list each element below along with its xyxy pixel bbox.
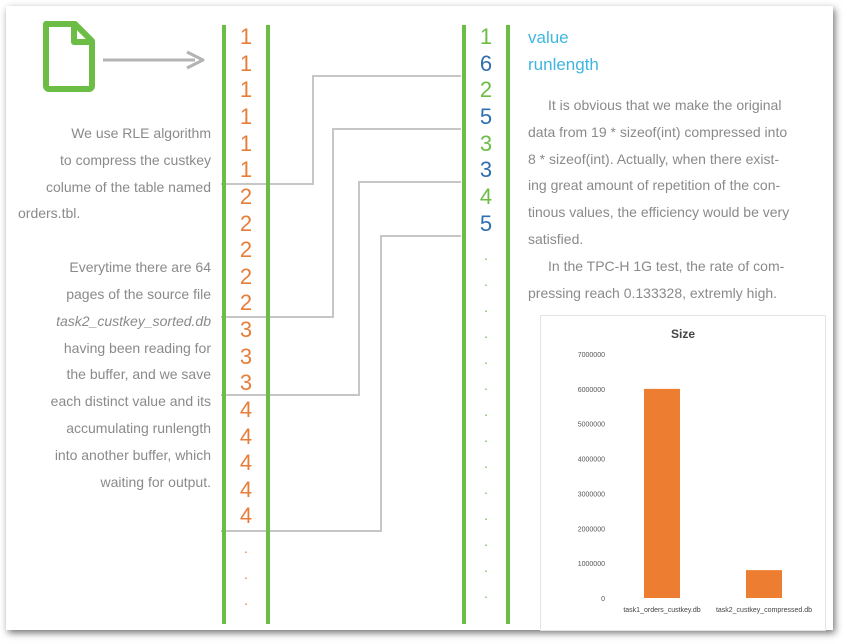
encoded-runlength: 3	[479, 157, 493, 182]
continuation-dot: .	[484, 533, 488, 549]
source-column-left-border	[222, 25, 226, 624]
chart-title: Size	[671, 327, 695, 341]
source-value: 2	[239, 184, 253, 209]
left-line: into another buffer, which	[54, 446, 211, 463]
x-category-label: task1_orders_custkey.db	[623, 607, 700, 614]
source-value: 4	[239, 477, 253, 502]
legend-runlength: runlength	[528, 55, 599, 74]
legend-value: value	[528, 28, 569, 47]
y-tick-label: 4000000	[578, 457, 605, 464]
bar	[746, 570, 782, 598]
y-tick-label: 1000000	[578, 561, 605, 568]
continuation-dot: .	[484, 507, 488, 523]
continuation-dot: .	[244, 566, 248, 582]
right-line: data from 19 * sizeof(int) compressed in…	[528, 123, 788, 140]
continuation-dot: .	[484, 455, 488, 471]
encoded-column-left-border	[462, 25, 466, 624]
source-value: 4	[239, 397, 253, 422]
source-value: 1	[239, 51, 253, 76]
continuation-dot: .	[484, 429, 488, 445]
continuation-dot: .	[484, 377, 488, 393]
right-line: In the TPC-H 1G test, the rate of com-	[548, 257, 785, 274]
continuation-dot: .	[484, 351, 488, 367]
source-value: 1	[239, 104, 253, 129]
source-value: 4	[239, 424, 253, 449]
source-value: 3	[239, 370, 253, 395]
continuation-dot: .	[484, 481, 488, 497]
continuation-dot: .	[484, 325, 488, 341]
left-line: Everytime there are 64	[69, 259, 211, 276]
right-line: satisfied.	[528, 230, 584, 247]
connector-lines	[221, 75, 461, 532]
encoded-value: 4	[479, 184, 493, 209]
source-value: 2	[239, 290, 253, 315]
source-value: 1	[239, 131, 253, 156]
continuation-dot: .	[244, 592, 248, 608]
continuation-dot: .	[484, 273, 488, 289]
source-value: 2	[239, 237, 253, 262]
left-line: pages of the source file	[66, 285, 211, 302]
continuation-dot: .	[484, 403, 488, 419]
source-value: 4	[239, 503, 253, 528]
source-value: 3	[239, 344, 253, 369]
arrow-right-icon	[103, 50, 205, 70]
source-value: 2	[239, 264, 253, 289]
source-value: 3	[239, 317, 253, 342]
continuation-dot: .	[484, 247, 488, 263]
encoded-column-right-border	[506, 25, 510, 624]
y-tick-label: 7000000	[578, 352, 605, 359]
encoded-runlength: 5	[479, 104, 493, 129]
encoded-runlength: 5	[479, 211, 493, 236]
source-value: 1	[239, 24, 253, 49]
x-category-label: task2_custkey_compressed.db	[716, 607, 812, 614]
right-line: 8 * sizeof(int). Actually, when there ex…	[528, 150, 780, 167]
y-tick-label: 5000000	[578, 422, 605, 429]
y-tick-label: 3000000	[578, 491, 605, 498]
connector-line-runlength-5b	[221, 235, 461, 532]
left-line: each distinct value and its	[50, 393, 211, 410]
right-description: It is obvious that we make the original …	[528, 92, 828, 306]
left-line: the buffer, and we save	[66, 366, 211, 383]
connector-line-runlength-5	[221, 128, 461, 318]
continuation-dot: .	[484, 559, 488, 575]
right-line: It is obvious that we make the original	[548, 97, 782, 113]
source-value: 1	[239, 157, 253, 182]
continuation-dot: .	[484, 585, 488, 601]
size-chart-svg: Size 0 1000000 2000000 3000000 4000000 500000…	[578, 327, 812, 614]
y-tick-label: 6000000	[578, 387, 605, 394]
left-line: waiting for output.	[100, 473, 211, 490]
size-chart: Size 0 1000000 2000000 3000000 4000000 500000…	[540, 315, 826, 631]
encoded-value: 1	[479, 24, 493, 49]
source-value: 2	[239, 211, 253, 236]
y-tick-label: 2000000	[578, 526, 605, 533]
connector-line-runlength-3	[221, 181, 461, 396]
slide-frame: We use RLE algorithm to compress the cus…	[6, 6, 833, 631]
right-line: tinous values, the efficiency would be v…	[528, 204, 790, 221]
source-value: 1	[239, 77, 253, 102]
encoded-value: 3	[479, 131, 493, 156]
left-line: colume of the table named	[46, 178, 211, 195]
continuation-dot: .	[244, 540, 248, 556]
left-line: accumulating runlength	[66, 419, 211, 436]
y-tick-label: 0	[601, 596, 605, 603]
source-column-right-border	[266, 25, 270, 624]
left-description: We use RLE algorithm to compress the cus…	[16, 120, 211, 495]
document-icon	[43, 21, 95, 92]
left-line: having been reading for	[63, 339, 211, 356]
source-value: 4	[239, 450, 253, 475]
left-line: We use RLE algorithm	[71, 125, 211, 141]
continuation-dot: .	[484, 299, 488, 315]
left-line: orders.tbl.	[18, 205, 81, 222]
right-line: pressing reach 0.133328, extremly high.	[528, 284, 778, 301]
right-line: ing great amount of repetition of the co…	[528, 177, 781, 194]
encoded-value: 2	[479, 77, 493, 102]
left-line: task2_custkey_sorted.db	[56, 312, 211, 329]
left-line: to compress the custkey	[60, 151, 211, 168]
bar	[644, 388, 680, 598]
encoded-runlength: 6	[479, 51, 493, 76]
